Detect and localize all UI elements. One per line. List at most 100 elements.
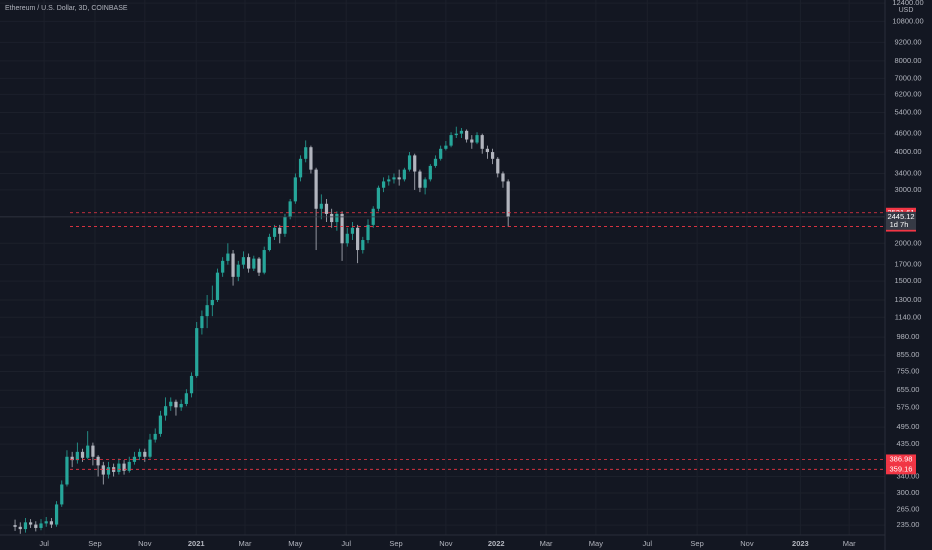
candle-body [433,158,438,166]
candle-body [34,524,38,528]
x-tick-label: Sep [88,539,101,548]
x-tick-label: May [589,539,603,548]
candle-body [283,216,287,234]
y-tick-label: 12400.00 [892,0,923,7]
candle-body [169,401,173,407]
candle-body [101,465,105,475]
candle-body [184,393,188,404]
y-tick-label: 6200.00 [894,89,921,98]
candle-body [314,169,318,209]
candle-body [324,203,329,214]
candle-body [397,177,401,180]
candle-body [356,227,360,251]
candle-body [350,227,355,234]
level-label: 359.16 [890,464,913,473]
candle-body [132,456,137,462]
candle-body [444,145,448,149]
candle-body [247,257,251,269]
candle-body [423,179,427,188]
candle-body [407,155,412,170]
level-label-box [886,464,916,475]
candle-body [65,456,69,485]
plot-area [0,126,885,534]
x-tick-label: 2021 [188,539,205,548]
candle-body [340,213,344,244]
y-tick-label: 575.00 [897,402,920,411]
y-tick-label: 4000.00 [894,147,921,156]
level-label: 386.98 [890,454,913,463]
candle-body [96,456,100,466]
candle-body [252,258,256,269]
currency-label: USD [899,7,914,14]
candle-body [413,155,417,172]
x-tick-label: Jul [341,539,351,548]
candle-body [138,451,142,457]
candle-body [221,260,225,273]
level-label-box [886,454,916,465]
candle-body [215,272,220,300]
x-tick-label: Nov [138,539,152,548]
candle-body [361,240,365,251]
y-tick-label: 340.00 [897,471,920,480]
candle-body [475,135,479,143]
candle-body [304,147,308,159]
y-tick-label: 495.00 [897,422,920,431]
y-tick-label: 3000.00 [894,185,921,194]
candle-body [117,463,121,472]
candle-body [366,224,370,241]
candle-body [210,299,214,306]
candle-body [60,484,64,505]
candle-body [262,250,266,273]
candle-body [376,187,381,209]
candle-body [309,147,313,170]
candle-body [298,158,303,178]
y-tick-label: 235.00 [897,520,920,529]
candle-body [153,433,157,440]
candle-body [189,375,194,394]
candle-body [257,258,261,273]
candle-body [106,467,111,475]
candle-body [345,233,349,244]
y-tick-label: 2000.00 [894,238,921,247]
candle-body [70,456,74,461]
candle-body [44,521,48,524]
candle-body [402,169,406,180]
candle-body [49,521,53,525]
candle-body [319,203,323,209]
y-tick-label: 1500.00 [894,276,921,285]
x-tick-label: Jul [39,539,49,548]
candle-body [205,305,209,317]
candle-body [174,401,178,408]
candle-body [39,523,43,528]
y-tick-label: 655.00 [897,385,920,394]
candle-body [127,461,131,471]
x-tick-label: Nov [740,539,754,548]
x-tick-label: Nov [439,539,453,548]
candle-body [459,130,464,134]
x-tick-label: Mar [843,539,856,548]
candle-body [80,451,85,458]
y-tick-label: 1140.00 [895,312,922,321]
y-tick-label: 265.00 [897,504,920,513]
candle-body [236,264,240,277]
y-tick-label: 7000.00 [894,73,921,82]
y-tick-label: 1300.00 [894,295,921,304]
candle-body [241,257,246,265]
candle-body [278,227,282,234]
candle-body [501,173,505,182]
y-tick-label: 9200.00 [894,37,921,46]
y-tick-label: 5400.00 [894,108,921,117]
last-price-label: 2445.12 [887,212,914,221]
x-tick-label: Mar [540,539,553,548]
candle-body [148,439,152,457]
candle-body [330,213,334,223]
candle-body [86,445,90,458]
candle-body [122,463,126,471]
x-tick-label: Mar [239,539,252,548]
y-tick-label: 755.00 [897,366,920,375]
candle-body [288,201,292,217]
chart-title: Ethereum / U.S. Dollar, 3D, COINBASE [5,5,128,12]
candle-body [54,504,59,525]
